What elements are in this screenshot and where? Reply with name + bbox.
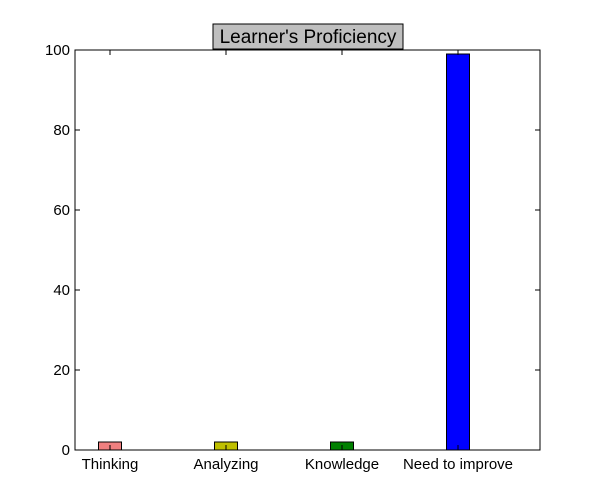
bar-need-to-improve — [446, 53, 470, 451]
y-axis: 0 20 40 60 80 100 — [45, 42, 540, 459]
y-tick-label: 80 — [53, 122, 70, 139]
x-tick-label: Analyzing — [193, 456, 258, 473]
y-tick-label: 60 — [53, 202, 70, 219]
y-tick-label: 20 — [53, 362, 70, 379]
chart-title-box — [212, 23, 404, 50]
x-axis: Thinking Analyzing Knowledge Need to improv… — [82, 50, 513, 473]
plot-frame — [74, 49, 541, 451]
x-tick-label: Knowledge — [305, 456, 379, 473]
chart-title: Learner's Proficiency — [220, 27, 397, 48]
y-tick-label: 0 — [62, 442, 70, 459]
y-tick-label: 100 — [45, 42, 70, 59]
y-tick-label: 40 — [53, 282, 70, 299]
x-tick-label: Need to improve — [403, 456, 513, 473]
bars-group — [98, 53, 470, 451]
x-tick-label: Thinking — [82, 456, 139, 473]
